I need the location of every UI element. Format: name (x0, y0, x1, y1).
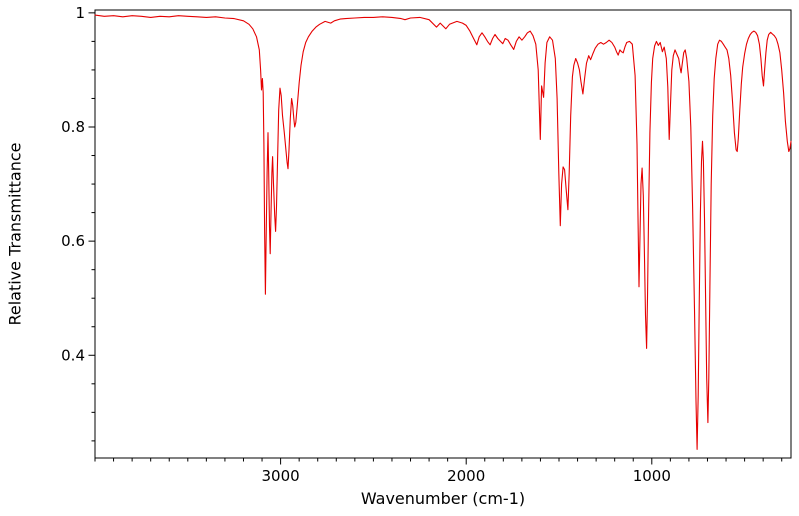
y-tick-label: 0.6 (61, 232, 85, 250)
x-tick-label: 2000 (447, 467, 485, 485)
spectrum-line (94, 14, 792, 450)
x-tick-label: 3000 (262, 467, 300, 485)
y-axis-title: Relative Transmittance (5, 142, 25, 326)
x-tick-label: 1000 (633, 467, 671, 485)
x-axis-title: Wavenumber (cm-1) (360, 489, 526, 508)
y-tick-label: 0.8 (61, 118, 85, 136)
y-tick-label: 0.4 (61, 346, 85, 364)
y-tick-label: 1 (75, 4, 85, 22)
plot-frame (94, 9, 792, 459)
